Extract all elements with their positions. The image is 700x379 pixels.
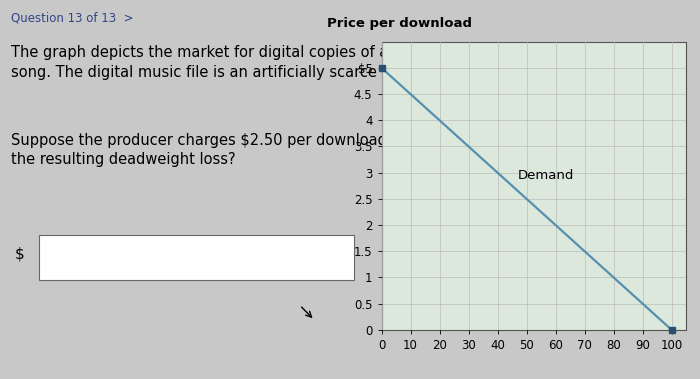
Text: Suppose the producer charges $2.50 per download. What is
the resulting deadweigh: Suppose the producer charges $2.50 per d…	[11, 133, 452, 168]
Text: Question 13 of 13  >: Question 13 of 13 >	[11, 11, 134, 24]
Text: Demand: Demand	[518, 169, 574, 182]
FancyBboxPatch shape	[39, 235, 354, 280]
Text: $: $	[15, 246, 24, 262]
Text: The graph depicts the market for digital copies of a popular
song. The digital m: The graph depicts the market for digital…	[11, 45, 449, 80]
Text: Price per download: Price per download	[327, 17, 472, 30]
